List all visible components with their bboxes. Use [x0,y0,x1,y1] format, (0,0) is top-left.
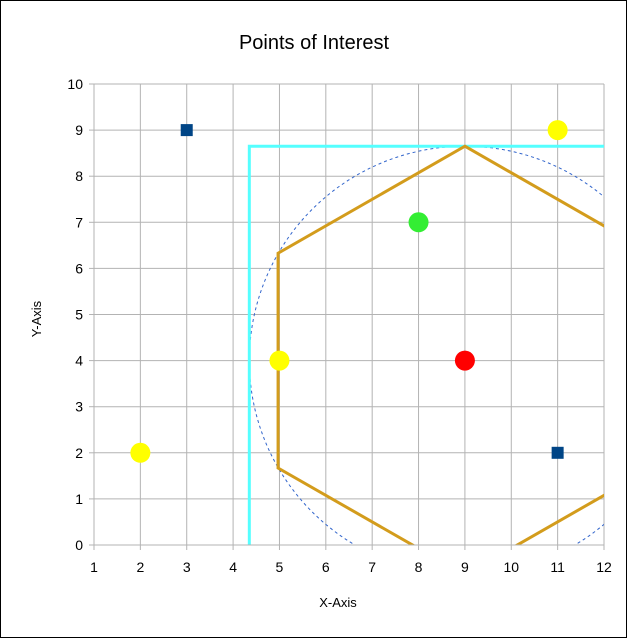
circle-marker [269,350,290,371]
y-tick-label: 0 [75,537,83,553]
y-axis-label: Y-Axis [29,300,44,337]
chart-title: Points of Interest [239,32,390,54]
x-tick-label: 4 [229,559,237,575]
y-tick-label: 3 [75,399,83,415]
x-tick-label: 2 [136,559,144,575]
circle-marker [408,212,429,233]
circle-marker [454,350,475,371]
square-marker [180,124,193,137]
y-tick-label: 2 [75,445,83,461]
y-tick-label: 4 [75,353,83,369]
circle-marker [130,442,151,463]
hexagon [276,144,604,545]
y-tick-label: 5 [75,307,83,323]
y-tick-label: 6 [75,260,83,276]
x-tick-label: 6 [322,559,330,575]
x-tick-label: 8 [415,559,423,575]
x-tick-label: 5 [276,559,284,575]
markers [130,120,568,463]
y-tick-label: 9 [75,122,83,138]
x-tick-label: 10 [503,559,519,575]
x-tick-label: 1 [90,559,98,575]
y-tick-label: 7 [75,214,83,230]
x-tick-label: 12 [596,559,612,575]
bounding-box [247,144,604,545]
y-tick-label: 10 [67,76,83,92]
x-tick-label: 11 [550,559,565,575]
grid [94,83,605,545]
x-axis-label: X-Axis [319,595,357,610]
x-tick-label: 3 [183,559,191,575]
circle-marker [547,120,568,141]
x-tick-label: 9 [461,559,469,575]
square-marker [551,446,564,459]
plot-area [247,144,604,545]
y-tick-label: 8 [75,168,83,184]
y-tick-label: 1 [75,491,83,507]
x-tick-label: 7 [368,559,376,575]
